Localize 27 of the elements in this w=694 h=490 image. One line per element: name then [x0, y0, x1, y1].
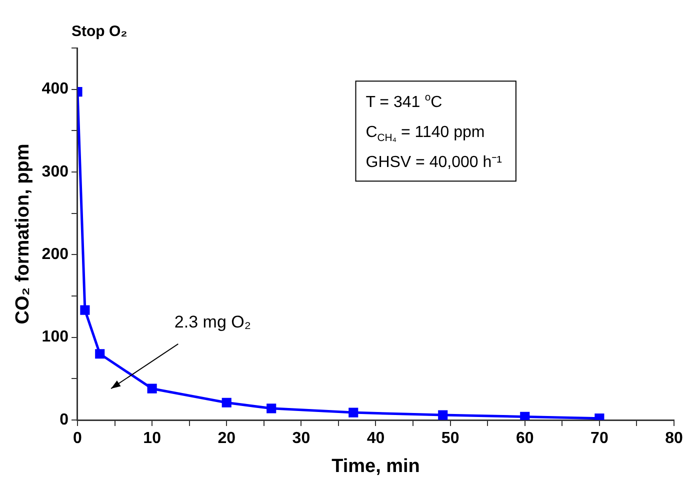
point — [222, 398, 232, 408]
y-axis-title: CO₂ formation, ppm — [12, 144, 34, 324]
point — [348, 408, 358, 418]
y-tick-label: 100 — [42, 328, 69, 346]
x-tick-label: 0 — [73, 430, 82, 448]
x-tick-label: 20 — [218, 430, 236, 448]
x-tick-label: 40 — [366, 430, 385, 448]
x-tick-label: 30 — [292, 430, 310, 448]
text: Stop O₂ — [71, 23, 128, 40]
x-tick-label: 10 — [143, 430, 162, 448]
point — [438, 410, 448, 420]
point — [95, 349, 105, 359]
x-tick-label: 60 — [516, 430, 534, 448]
point — [266, 404, 276, 414]
x-tick-label: 80 — [665, 430, 683, 448]
point — [520, 412, 530, 420]
point — [80, 305, 90, 315]
annotation: GHSV = 40,000 h⁻¹ — [366, 154, 502, 172]
y-tick-label: 300 — [42, 163, 69, 180]
y-tick-label: 400 — [42, 80, 69, 98]
x-axis-title: Time, min — [332, 456, 420, 477]
y-tick-label: 0 — [60, 411, 69, 428]
point — [147, 384, 157, 394]
x-tick-label: 50 — [441, 430, 460, 448]
annotation: 2.3 mg O₂ — [174, 312, 251, 332]
x-tick-label: 70 — [590, 430, 608, 448]
y-tick-label: 200 — [42, 246, 69, 264]
